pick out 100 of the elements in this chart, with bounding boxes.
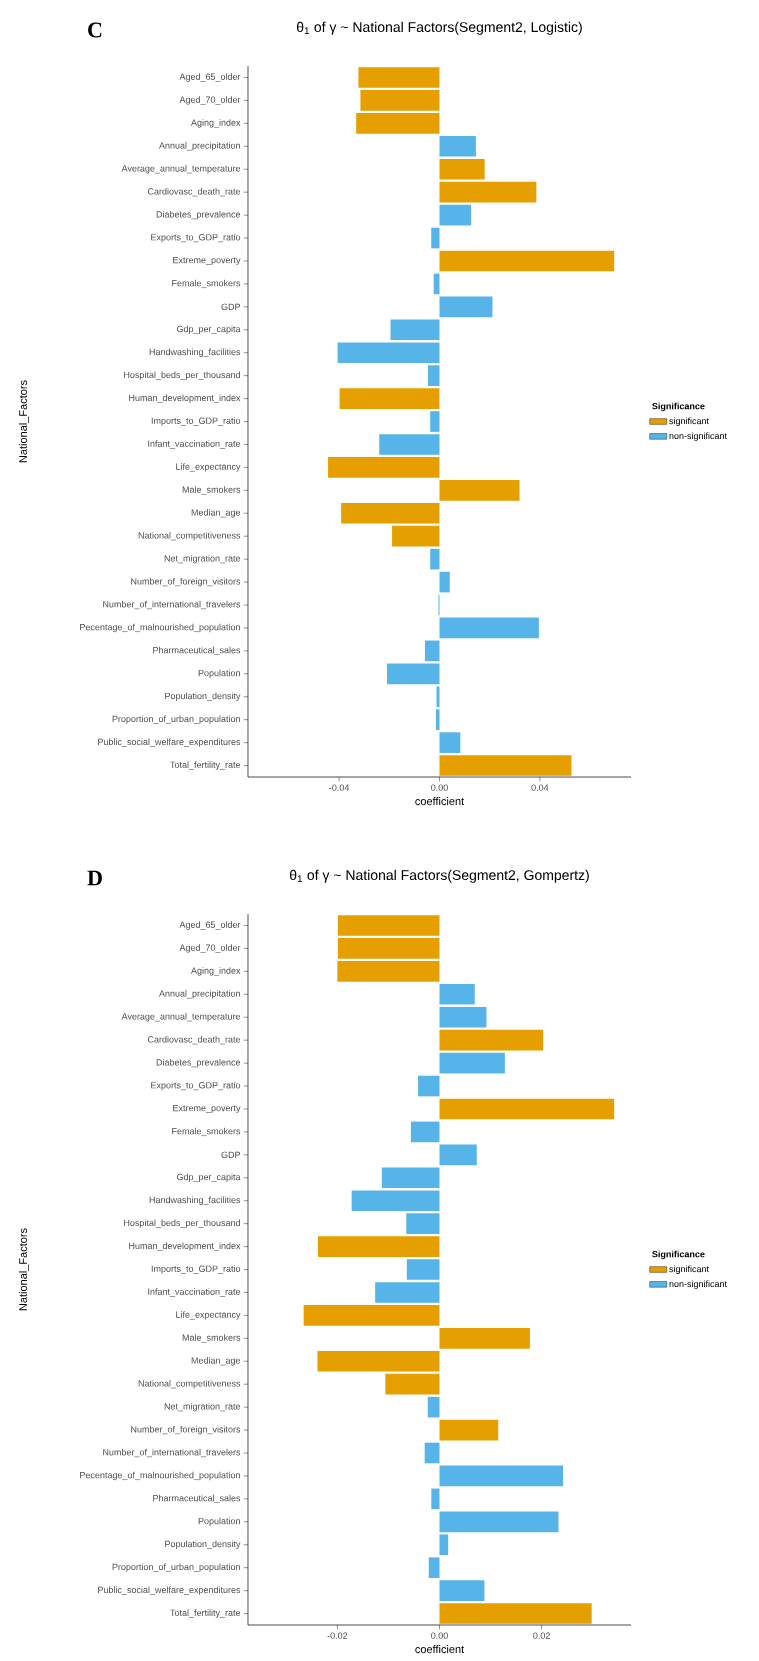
bar [430,411,440,432]
y-tick-label: Life_expectancy [176,463,241,472]
bar [439,1419,499,1441]
y-tick-label: Population [198,1517,240,1526]
bar [439,732,461,753]
bar [328,457,440,478]
y-tick-label: Population_density [165,692,241,701]
x-tick-label: 0.04 [531,784,549,791]
y-axis-title: National_Factors [18,380,30,463]
y-tick-label: Public_social_welfare_expenditures [98,1586,241,1595]
bar [439,1098,615,1120]
y-tick-label: Pecentage_of_malnourished_population [80,1471,240,1481]
legend-label: non-significant [669,1280,727,1289]
y-tick-label: Infant_vaccination_rate [148,440,241,449]
x-axis-title: coefficient [415,1645,465,1654]
bar [387,663,440,685]
y-tick-label: Aging_index [191,119,241,128]
bar [439,1144,477,1166]
y-tick-label: Human_development_index [129,394,241,403]
y-tick-label: Average_annual_temperature [121,1013,241,1022]
bar [303,1305,440,1326]
bar [410,1121,440,1143]
bar [439,571,450,593]
bar [439,1580,485,1601]
y-tick-label: Hospital_beds_per_thousand [124,1219,240,1228]
bar [439,755,572,776]
y-tick-label: Total_fertility_rate [170,1609,241,1618]
x-tick-label: -0.02 [327,1632,348,1639]
y-tick-label: Aged_70_older [179,944,241,953]
x-tick-label: 0.02 [533,1632,550,1639]
bar [337,342,440,364]
y-tick-label: Aged_70_older [179,96,241,105]
x-axis-title: coefficient [415,797,465,806]
y-tick-label: Gdp_per_capita [176,325,241,334]
y-tick-label: GDP [221,303,241,311]
y-tick-label: Pecentage_of_malnourished_population [80,623,240,633]
bar [317,1350,440,1372]
legend-title: Significance [652,402,705,412]
y-tick-label: Number_of_foreign_visitors [131,1425,241,1435]
y-tick-label: Handwashing_facilities [149,348,241,357]
bar [379,434,440,455]
bar [439,1603,592,1624]
y-tick-label: Average_annual_temperature [121,165,241,174]
y-tick-label: Pharmaceutical_sales [153,1494,241,1504]
y-tick-label: Annual_precipitation [158,990,240,999]
bar [427,1396,440,1418]
y-tick-label: Proportion_of_urban_population [112,1563,240,1572]
bar [428,1557,440,1578]
bar [439,135,476,157]
y-tick-label: Female_smokers [172,1127,241,1137]
bar [390,319,440,341]
bar [439,250,615,272]
bar [418,1075,440,1097]
bar [439,204,472,226]
bar [360,90,440,111]
y-tick-label: Number_of_international_travelers [103,1448,241,1458]
y-tick-label: Number_of_international_travelers [103,600,241,610]
bar [439,1328,530,1349]
legend-label: non-significant [669,432,727,441]
y-tick-label: Life_expectancy [176,1311,241,1320]
bar [439,617,539,639]
x-tick-label: 0.00 [431,1632,448,1639]
bar [439,1534,449,1556]
bar [424,640,440,662]
legend-label: significant [669,417,709,426]
y-tick-label: Handwashing_facilities [149,1196,241,1205]
y-tick-label: Aged_65_older [179,921,241,930]
y-tick-label: Public_social_welfare_expenditures [98,738,241,747]
y-tick-label: Infant_vaccination_rate [148,1288,241,1297]
y-tick-label: Gdp_per_capita [176,1173,241,1182]
y-tick-label: Population [198,669,240,678]
y-tick-label: Extreme_poverty [173,256,241,265]
bar [341,502,440,524]
y-tick-label: Annual_precipitation [158,142,240,151]
y-tick-label: Male_smokers [182,1334,241,1343]
bar [381,1167,440,1189]
y-tick-label: Imports_to_GDP_ratio [151,417,241,426]
text: C [88,22,102,38]
bar [439,1465,564,1487]
y-tick-label: Imports_to_GDP_ratio [151,1265,241,1274]
legend-label: significant [669,1265,709,1274]
bar [439,1006,487,1028]
bar [317,1236,440,1257]
y-tick-label: Diabetes_prevalence [156,210,241,220]
y-tick-label: Diabetes_prevalence [156,1058,241,1068]
chart-title: θ$_{1}$ of γ ~ National Factors(Segment2, Logistic) [296,21,582,35]
bar [431,1488,440,1510]
y-tick-label: Aged_65_older [179,73,241,82]
bar [439,480,520,501]
bar [406,1213,440,1234]
y-tick-label: Population_density [165,1540,241,1549]
bar [439,181,537,203]
chart-title: θ$_{1}$ of γ ~ National Factors(Segment2, Gompertz) [289,869,589,883]
bar [337,915,440,936]
bar [406,1259,440,1280]
x-tick-label: -0.04 [329,784,350,791]
bar [356,113,440,134]
bar [427,365,440,386]
y-tick-label: Cardiovasc_death_rate [147,188,241,197]
y-tick-label: Cardiovasc_death_rate [147,1036,241,1045]
